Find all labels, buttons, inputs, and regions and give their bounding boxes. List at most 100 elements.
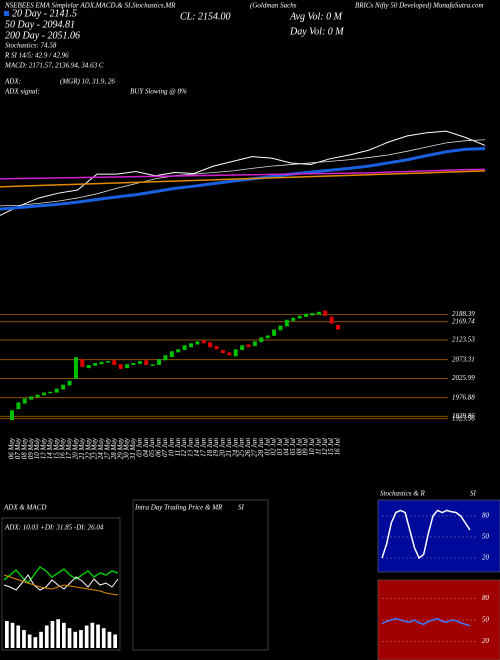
- candle-body: [336, 324, 340, 330]
- adx-text: ADX:: [4, 78, 21, 86]
- candle-body: [131, 363, 136, 365]
- candle-body: [105, 361, 110, 363]
- histogram-bar: [96, 624, 100, 648]
- series-line: [0, 139, 486, 207]
- legend-text: R SI 14/5: 42.9 / 42.96: [4, 52, 69, 60]
- x-tick-label: 22 May: [84, 437, 92, 459]
- y-tick-label: 20: [482, 637, 490, 645]
- candle-body: [80, 359, 85, 367]
- candle-body: [252, 341, 257, 347]
- x-tick-label: 12 Jun: [180, 438, 188, 457]
- volume-text: Day Vol: 0 M: [289, 26, 344, 37]
- candle-body: [188, 343, 193, 348]
- x-tick-label: 10 Jul: [308, 438, 316, 455]
- candle-body: [208, 342, 213, 348]
- candle-body: [214, 346, 219, 350]
- x-tick-label: 16 Jul: [334, 438, 342, 455]
- y-tick-label: 20: [482, 554, 490, 562]
- x-tick-label: 28 Jun: [257, 438, 265, 457]
- x-tick-label: 20 Jun: [219, 438, 227, 457]
- adx-text: BUY Slowing @ 8%: [130, 88, 187, 96]
- y-tick-label: 1976.88: [452, 393, 475, 401]
- x-tick-label: 04 Jun: [142, 438, 150, 457]
- x-tick-label: 24 Jun: [231, 438, 239, 457]
- x-tick-label: 05 Jun: [148, 438, 156, 457]
- candle-body: [176, 349, 181, 353]
- close-text: CL: 2154.00: [180, 11, 231, 22]
- x-tick-label: 09 Jul: [302, 438, 310, 455]
- panel-title: SI: [470, 490, 477, 498]
- candle-body: [272, 329, 277, 336]
- x-tick-label: 13 May: [40, 437, 48, 459]
- x-tick-label: 14 May: [46, 437, 54, 459]
- histogram-bar: [79, 630, 83, 648]
- series-line: [0, 130, 486, 216]
- histogram-bar: [39, 631, 43, 648]
- panel-title: ADX & MACD: [3, 504, 46, 512]
- candle-body: [35, 394, 40, 398]
- candle-body: [227, 352, 232, 356]
- legend-text: 20 Day - 2141.5: [12, 8, 77, 19]
- y-tick-label: 2025.99: [452, 374, 475, 382]
- series-line: [3, 565, 119, 585]
- candle-body: [246, 344, 251, 348]
- x-tick-label: 08 May: [20, 437, 28, 459]
- candle-body: [297, 315, 302, 319]
- candle-body: [291, 317, 296, 321]
- y-tick-label: 1929.86: [452, 412, 475, 420]
- x-tick-label: 15 Jul: [327, 438, 335, 455]
- x-tick-label: 09 May: [27, 437, 35, 459]
- histogram-bar: [90, 622, 95, 648]
- candle-body: [61, 384, 66, 390]
- panel: [132, 499, 269, 651]
- histogram-bar: [56, 619, 60, 648]
- candle-body: [29, 396, 34, 400]
- x-tick-label: 18 Jun: [206, 438, 214, 457]
- histogram-bar: [5, 621, 9, 648]
- candle-body: [163, 355, 168, 361]
- candle-body: [10, 410, 14, 421]
- x-tick-label: 29 May: [116, 437, 124, 459]
- x-tick-label: 06 Jun: [155, 438, 163, 457]
- x-tick-label: 02 Jul: [270, 438, 278, 455]
- x-tick-label: 13 Jun: [187, 438, 195, 457]
- histogram-bar: [10, 622, 15, 648]
- x-tick-label: 24 May: [97, 437, 105, 459]
- header-text: BRICs Nifty 50 Developed) MunafaSutra.co…: [355, 2, 484, 10]
- x-tick-label: 03 Jul: [276, 438, 284, 455]
- x-tick-label: 26 Jun: [244, 438, 252, 457]
- candle-body: [278, 325, 283, 331]
- series-line: [0, 147, 486, 211]
- series-line: [381, 509, 471, 560]
- x-tick-label: 20 May: [72, 437, 80, 459]
- x-tick-label: 03 Jun: [135, 438, 143, 457]
- x-tick-label: 05 Jul: [289, 438, 297, 455]
- y-tick-label: 80: [482, 512, 490, 520]
- legend-text: 50 Day - 2094.81: [5, 19, 75, 30]
- x-tick-label: 16 May: [59, 437, 67, 459]
- adx-text: ADX signal:: [4, 88, 40, 96]
- legend-text: MACD: 2171.57, 2136.94, 34.63 C: [4, 62, 104, 70]
- x-tick-label: 08 Jul: [295, 438, 303, 455]
- candle-body: [99, 361, 104, 365]
- candle-body: [201, 340, 206, 344]
- candle-body: [157, 359, 162, 365]
- x-tick-label: 30 May: [123, 437, 131, 460]
- candle-body: [265, 335, 270, 339]
- x-tick-label: 27 Jun: [251, 438, 259, 457]
- candle-body: [48, 391, 53, 394]
- candle-body: [304, 313, 309, 317]
- panel-subtitle: ADX: 10.03 +DI: 31.85 -DI: 26.04: [4, 524, 104, 532]
- x-tick-label: 17 May: [65, 437, 73, 459]
- x-tick-label: 21 Jun: [225, 438, 233, 457]
- legend-text: 200 Day - 2051.06: [5, 30, 80, 41]
- candle-body: [54, 388, 59, 393]
- x-tick-label: 10 Jun: [167, 438, 175, 457]
- histogram-bar: [73, 631, 78, 648]
- histogram-bar: [44, 625, 49, 648]
- y-tick-label: 2073.31: [452, 355, 475, 363]
- candle-body: [67, 380, 72, 386]
- series-line: [381, 617, 471, 627]
- x-tick-label: 07 May: [14, 437, 22, 459]
